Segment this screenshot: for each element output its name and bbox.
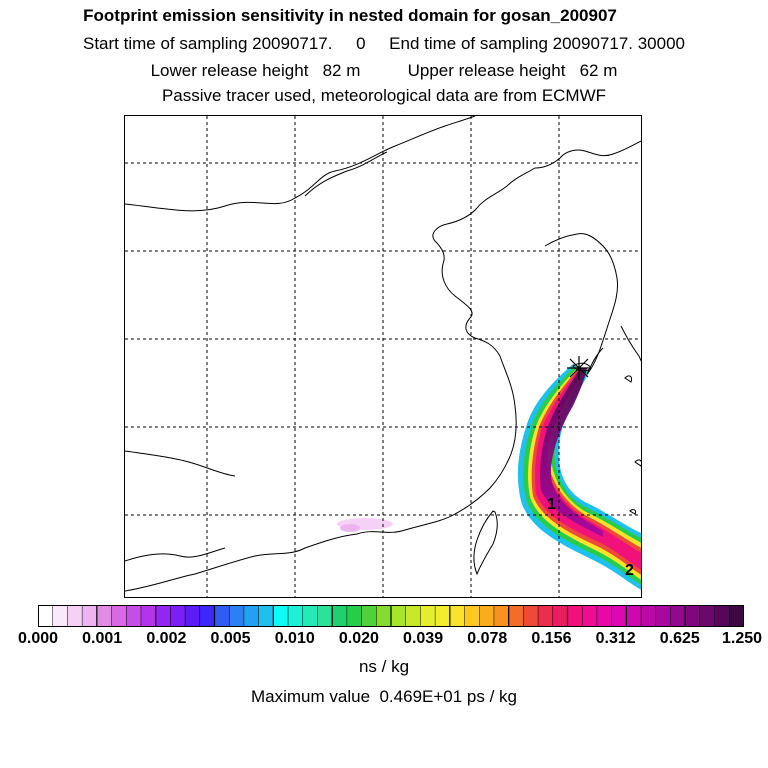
colorbar-cell [538,605,554,627]
colorbar-cell [302,605,318,627]
colorbar-cell [229,605,245,627]
graticule [125,116,641,597]
colorbar-cell [699,605,716,627]
colorbar-cell [126,605,142,627]
islands [572,362,641,515]
colorbar-cell [449,605,466,627]
colorbar-cell [479,605,495,627]
colorbar-cell [655,605,671,627]
colorbar-cell [199,605,215,627]
colorbar-tick-label: 0.010 [274,630,315,647]
colorbar-cell [214,605,230,627]
colorbar-cell [611,605,627,627]
colorbar-tick-label: 0.001 [82,630,123,647]
colorbar-cell [435,605,451,627]
trajectory-marker-1: 1 [547,496,556,513]
faint-sensitivity-patch [337,518,393,532]
colorbar-cell [552,605,568,627]
colorbar-cell [155,605,171,627]
colorbar-cell [376,605,392,627]
footprint-plume [517,364,641,590]
colorbar-cell [670,605,686,627]
colorbar-cell [273,605,289,627]
taiwan-island [473,510,498,576]
colorbar-cell [714,605,730,627]
colorbar-tick-label: 0.020 [338,630,379,647]
colorbar-cell [140,605,157,627]
colorbar-cell [332,605,348,627]
max-value-label: Maximum value 0.469E+01 ps / kg [251,687,517,706]
colorbar-cell [346,605,363,627]
colorbar-cell [361,605,377,627]
map-panel: 1 2 [124,115,642,598]
colorbar-tick-label: 0.005 [210,630,251,647]
colorbar-cell [582,605,598,627]
colorbar-tick-label: 0.002 [146,630,187,647]
colorbar-cell [523,605,539,627]
colorbar-cell [391,605,407,627]
colorbar-tick-label: 0.312 [595,630,636,647]
colorbar [38,605,744,627]
colorbar-cell [420,605,436,627]
colorbar-cell [729,605,744,627]
colorbar-cell [641,605,657,627]
tracer-info-line: Passive tracer used, meteorological data… [161,86,607,105]
colorbar-tick-label: 0.000 [17,630,59,647]
colorbar-tick-label: 1.250 [721,630,763,647]
colorbar-cell [38,605,54,627]
plot-title: Footprint emission sensitivity in nested… [83,6,617,25]
colorbar-cell [288,605,304,627]
colorbar-cell [67,605,83,627]
colorbar-cell [52,605,68,627]
unit-label: ns / kg [358,657,410,676]
colorbar-cell [243,605,260,627]
colorbar-cell [685,605,701,627]
plume-band-magenta [535,370,641,570]
plume-core [540,368,603,537]
colorbar-tick-label: 0.039 [403,630,444,647]
sampling-time-line: Start time of sampling 20090717. 0 End t… [83,34,685,53]
map-canvas: 1 2 [125,116,641,597]
colorbar-cell [96,605,113,627]
colorbar-cell [567,605,583,627]
colorbar-cell [508,605,524,627]
colorbar-cell [626,605,642,627]
star-cross-icon [567,356,591,380]
colorbar-cell [258,605,274,627]
colorbar-tick-label: 0.156 [531,630,572,647]
colorbar-cell [170,605,186,627]
colorbar-tick-label: 0.078 [467,630,508,647]
colorbar-cell [111,605,127,627]
colorbar-tick-label: 0.625 [659,630,700,647]
plume-band-red [531,369,641,575]
release-height-line: Lower release height 82 m Upper release … [150,61,618,80]
colorbar-cell [405,605,421,627]
colorbar-cell [464,605,480,627]
colorbar-cell [493,605,510,627]
colorbar-cell [596,605,613,627]
trajectory-marker-2: 2 [625,562,634,579]
colorbar-cell [185,605,201,627]
colorbar-cell [82,605,98,627]
colorbar-cell [317,605,333,627]
